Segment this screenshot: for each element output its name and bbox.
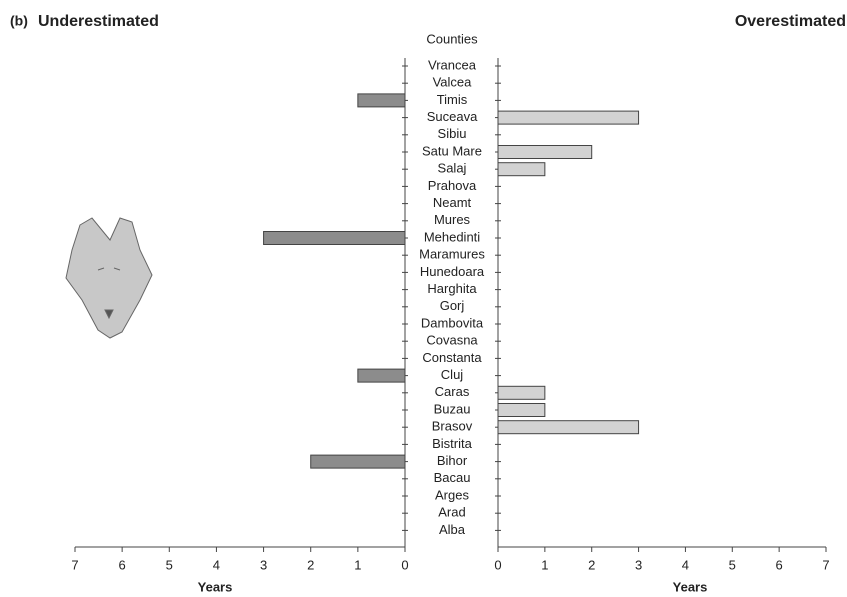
category-label: Alba (439, 522, 466, 537)
bar (310, 454, 406, 469)
x-tick-label: 6 (776, 557, 783, 572)
category-label: Neamt (433, 195, 472, 210)
x-tick-label: 0 (494, 557, 501, 572)
category-label: Valcea (433, 75, 473, 90)
x-tick-label: 5 (729, 557, 736, 572)
panel-title: Underestimated (38, 13, 159, 30)
bar (263, 231, 406, 245)
category-label: Mehedinti (424, 229, 480, 244)
bar (497, 385, 546, 400)
wolf-illustration (65, 217, 153, 339)
category-axis-label: Counties (426, 31, 478, 46)
category-label: Timis (437, 92, 468, 107)
category-label: Dambovita (421, 315, 484, 330)
category-label: Bistrita (432, 436, 473, 451)
x-axis-label: Years (198, 579, 233, 594)
x-tick-label: 4 (682, 557, 689, 572)
category-label: Bihor (437, 453, 468, 468)
category-label: Buzau (434, 401, 471, 416)
x-tick-label: 2 (588, 557, 595, 572)
category-label: Maramures (419, 247, 485, 262)
x-axis-label: Years (673, 579, 708, 594)
category-label: Arges (435, 487, 469, 502)
bar (357, 93, 406, 108)
x-tick-label: 3 (635, 557, 642, 572)
bar (497, 162, 546, 177)
category-label: Covasna (426, 333, 478, 348)
x-tick-label: 2 (307, 557, 314, 572)
category-label: Mures (434, 212, 471, 227)
x-tick-label: 0 (401, 557, 408, 572)
panel-title: Overestimated (735, 13, 846, 30)
category-label: Brasov (432, 419, 473, 434)
category-label: Prahova (428, 178, 477, 193)
bar (497, 110, 640, 125)
category-label: Cluj (441, 367, 464, 382)
x-tick-label: 3 (260, 557, 267, 572)
x-tick-label: 1 (354, 557, 361, 572)
category-label: Satu Mare (422, 143, 482, 158)
panel-label: (b) (10, 13, 28, 29)
category-label: Sibiu (438, 126, 467, 141)
category-label: Arad (438, 505, 465, 520)
category-label: Bacau (434, 470, 471, 485)
bar (497, 403, 546, 417)
category-label: Salaj (438, 161, 467, 176)
category-label: Vrancea (428, 57, 477, 72)
x-tick-label: 4 (213, 557, 220, 572)
category-label: Harghita (427, 281, 477, 296)
x-tick-label: 6 (119, 557, 126, 572)
x-tick-label: 5 (166, 557, 173, 572)
bar (497, 420, 640, 435)
x-tick-label: 7 (71, 557, 78, 572)
x-tick-label: 7 (822, 557, 829, 572)
x-tick-label: 1 (541, 557, 548, 572)
category-label: Constanta (422, 350, 482, 365)
category-label: Suceava (427, 109, 478, 124)
category-label: Caras (435, 384, 470, 399)
category-label: Hunedoara (420, 264, 485, 279)
bar (357, 368, 406, 383)
category-label: Gorj (440, 298, 465, 313)
bar (497, 145, 593, 159)
